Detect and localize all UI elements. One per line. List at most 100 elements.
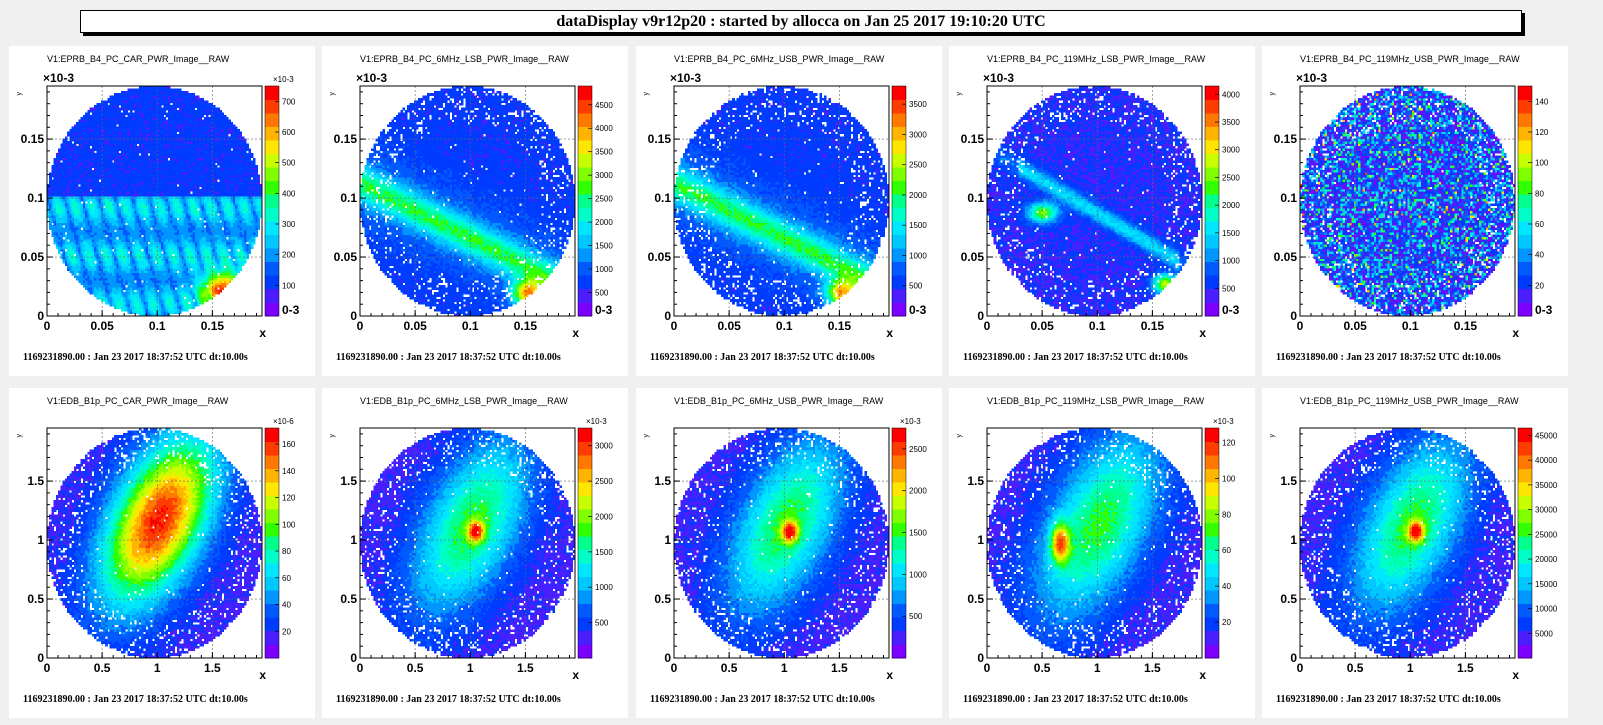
heatmap-cell — [130, 153, 133, 156]
heatmap-cell — [188, 227, 191, 230]
heatmap-cell — [148, 287, 151, 290]
heatmap-cell — [128, 237, 131, 240]
heatmap-cell — [76, 189, 79, 192]
heatmap-cell — [159, 189, 162, 192]
heatmap-cell — [172, 302, 175, 305]
heatmap-cell — [159, 208, 162, 211]
heatmap-cell — [179, 213, 182, 216]
heatmap-cell — [112, 132, 115, 135]
heatmap-cell — [103, 239, 106, 242]
heatmap-cell — [121, 108, 124, 111]
heatmap-cell — [143, 263, 146, 266]
heatmap-cell — [179, 268, 182, 271]
heatmap-cell — [146, 199, 149, 202]
heatmap-cell — [130, 100, 133, 103]
heatmap-cell — [146, 196, 149, 199]
heatmap-cell — [121, 268, 124, 271]
heatmap-cell — [123, 282, 126, 285]
heatmap-cell — [150, 256, 153, 259]
heatmap-cell — [161, 199, 164, 202]
heatmap-cell — [110, 96, 113, 99]
heatmap-cell — [114, 292, 117, 295]
heatmap-cell — [92, 134, 95, 137]
heatmap-cell — [54, 227, 57, 230]
heatmap-cell — [175, 270, 178, 273]
heatmap-cell — [141, 132, 144, 135]
heatmap-cell — [87, 148, 90, 151]
heatmap-cell — [177, 115, 180, 118]
heatmap-cell — [76, 256, 79, 259]
heatmap-cell — [116, 259, 119, 262]
heatmap-cell — [159, 230, 162, 233]
heatmap-cell — [96, 103, 99, 106]
heatmap-cell — [146, 167, 149, 170]
heatmap-cell — [177, 256, 180, 259]
heatmap-cell — [166, 306, 169, 309]
heatmap-cell — [181, 141, 184, 144]
heatmap-cell — [65, 175, 68, 178]
heatmap-cell — [130, 239, 133, 242]
heatmap-cell — [134, 153, 137, 156]
heatmap-cell — [141, 261, 144, 264]
heatmap-cell — [148, 117, 151, 120]
heatmap-cell — [179, 115, 182, 118]
heatmap-cell — [184, 292, 187, 295]
heatmap-cell — [132, 218, 135, 221]
heatmap-cell — [141, 117, 144, 120]
heatmap-cell — [141, 148, 144, 151]
heatmap-cell — [90, 167, 93, 170]
heatmap-cell — [110, 172, 113, 175]
heatmap-cell — [112, 158, 115, 161]
heatmap-cell — [110, 196, 113, 199]
heatmap-cell — [125, 208, 128, 211]
heatmap-cell — [159, 201, 162, 204]
heatmap-cell — [72, 215, 75, 218]
heatmap-cell — [163, 88, 166, 91]
heatmap-cell — [92, 172, 95, 175]
heatmap-cell — [60, 225, 63, 228]
heatmap-cell — [166, 191, 169, 194]
heatmap-cell — [105, 285, 108, 288]
heatmap-cell — [181, 129, 184, 132]
heatmap-cell — [121, 187, 124, 190]
heatmap-cell — [74, 275, 77, 278]
heatmap-cell — [125, 105, 128, 108]
heatmap-cell — [105, 232, 108, 235]
heatmap-cell — [175, 108, 178, 111]
heatmap-cell — [114, 100, 117, 103]
heatmap-cell — [85, 132, 88, 135]
heatmap-cell — [83, 211, 86, 214]
heatmap-cell — [177, 144, 180, 147]
heatmap-cell — [152, 112, 155, 115]
heatmap-cell — [134, 297, 137, 300]
heatmap-cell — [78, 167, 81, 170]
heatmap-cell — [152, 292, 155, 295]
heatmap-cell — [137, 100, 140, 103]
heatmap-cell — [161, 124, 164, 127]
heatmap-cell — [90, 132, 93, 135]
heatmap-cell — [150, 232, 153, 235]
heatmap-cell — [179, 244, 182, 247]
heatmap-cell — [146, 206, 149, 209]
heatmap-cell — [94, 225, 97, 228]
heatmap-cell — [125, 129, 128, 132]
heatmap-cell — [141, 127, 144, 130]
heatmap-cell — [159, 290, 162, 293]
heatmap-cell — [175, 239, 178, 242]
heatmap-cell — [110, 242, 113, 245]
heatmap-cell — [130, 237, 133, 240]
heatmap-cell — [51, 220, 54, 223]
heatmap-cell — [114, 117, 117, 120]
heatmap-cell — [159, 146, 162, 149]
heatmap-cell — [63, 242, 66, 245]
heatmap-cell — [69, 187, 72, 190]
heatmap-cell — [81, 196, 84, 199]
heatmap-cell — [114, 225, 117, 228]
heatmap-cell — [123, 220, 126, 223]
heatmap-cell — [49, 203, 52, 206]
heatmap-cell — [161, 220, 164, 223]
heatmap-cell — [137, 247, 140, 250]
heatmap-cell — [163, 220, 166, 223]
heatmap-cell — [177, 232, 180, 235]
heatmap-cell — [186, 184, 189, 187]
